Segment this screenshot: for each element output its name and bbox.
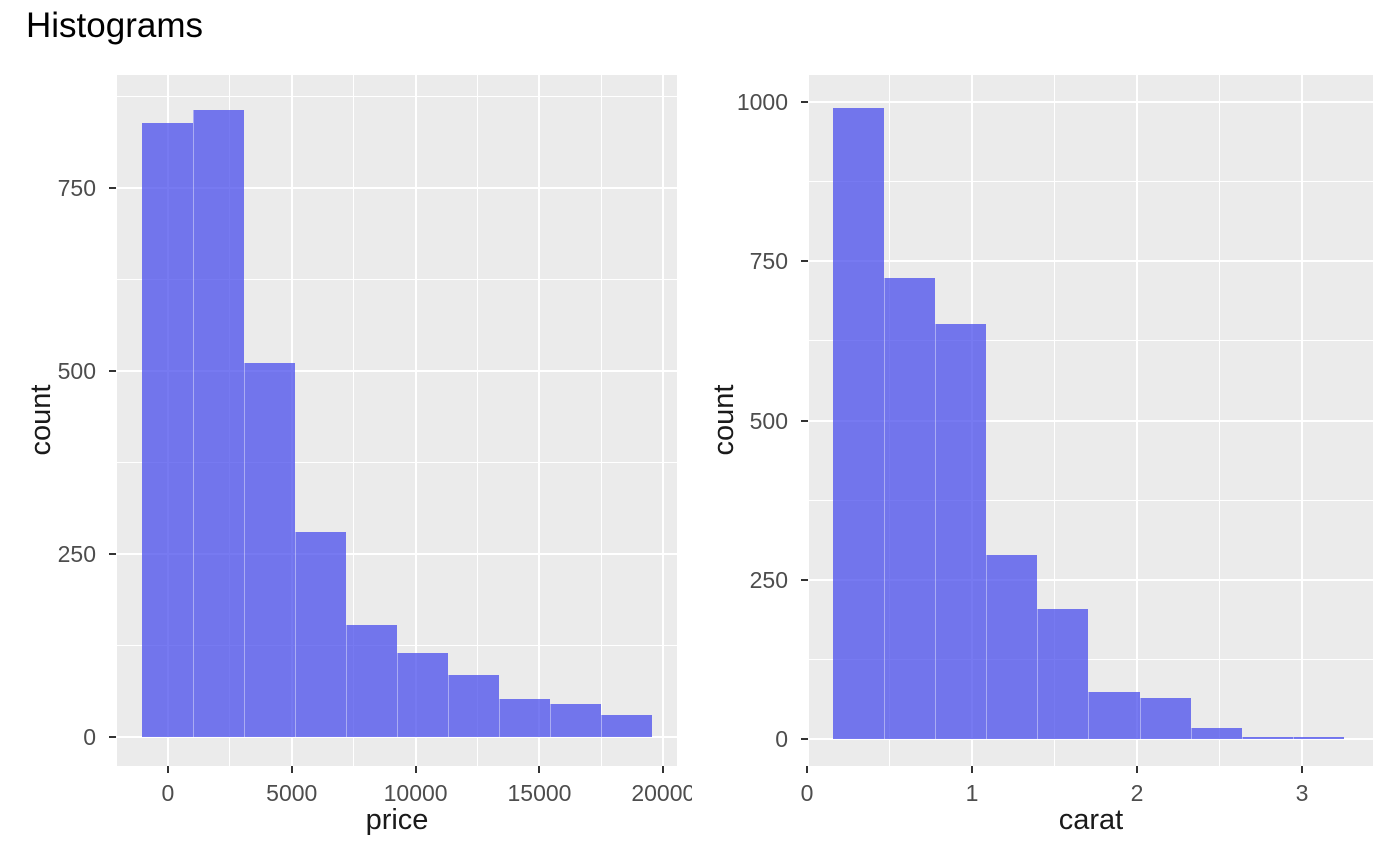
gridline-major-y [117, 735, 677, 738]
gridline-major-y [809, 100, 1373, 103]
histogram-bar [447, 674, 499, 737]
gridline-minor-y [117, 278, 677, 280]
histogram-bar [934, 323, 987, 740]
y-axis-tick [801, 578, 808, 581]
histogram-bar [1190, 728, 1242, 740]
histogram-bar [498, 698, 550, 737]
gridline-minor-y [117, 644, 677, 646]
gridline-minor-y [117, 95, 677, 97]
gridline-minor-y [117, 461, 677, 463]
y-axis-tick [801, 419, 808, 422]
gridline-major-y [117, 369, 677, 372]
y-axis-tick-label: 1000 [736, 88, 788, 115]
x-axis-tick-label: 5000 [266, 780, 318, 806]
y-axis-tick [109, 369, 116, 372]
histogram-bar [1139, 697, 1191, 740]
gridline-major-x [662, 75, 665, 766]
histogram-bar [549, 703, 601, 737]
y-axis-tick-label: 500 [749, 407, 788, 434]
gridline-major-y [117, 552, 677, 555]
y-axis-tick-label: 750 [57, 174, 96, 201]
y-axis-tick-label: 750 [749, 248, 788, 275]
x-axis-title: carat [1058, 804, 1124, 836]
x-axis-tick-label: 15000 [507, 780, 572, 806]
gridline-minor-y [809, 180, 1373, 182]
x-axis-tick-label: 0 [800, 780, 814, 806]
x-axis-tick [166, 766, 169, 773]
x-axis-tick [971, 766, 974, 773]
x-axis-tick-label: 1 [965, 780, 979, 806]
y-axis-tick [109, 552, 116, 555]
y-axis-tick-label: 250 [57, 540, 96, 567]
histogram-bar [193, 110, 245, 737]
y-axis-tick [109, 735, 116, 738]
price-histogram-figure: 0 5000 10000 15000 20000 0 250 500 750 price count [0, 0, 692, 866]
gridline-major-y [117, 186, 677, 189]
x-axis-tick-label: 3 [1295, 780, 1309, 806]
x-axis-tick [538, 766, 541, 773]
gridline-minor-y [809, 340, 1373, 342]
y-axis-tick [801, 260, 808, 263]
histogram-bar [346, 625, 397, 737]
histogram-bar [397, 652, 448, 737]
x-axis-tick [1301, 766, 1304, 773]
plot-title: Histograms [26, 6, 203, 45]
histogram-bar [832, 107, 884, 740]
gridline-major-y [809, 419, 1373, 422]
histogram-bar [1037, 609, 1089, 740]
y-axis-tick-label: 0 [775, 726, 788, 753]
x-axis-tick-label: 20000 [631, 780, 692, 806]
histogram-bar [244, 362, 296, 737]
y-axis-title: count [25, 384, 57, 456]
x-axis-title: price [365, 804, 429, 836]
y-axis-tick-label: 0 [83, 723, 96, 750]
x-axis-tick-label: 0 [161, 780, 175, 806]
gridline-major-y [809, 578, 1373, 581]
y-axis-title: count [708, 384, 740, 456]
x-axis-tick [290, 766, 293, 773]
histogram-bar [986, 555, 1038, 740]
histogram-bar [883, 278, 935, 740]
gridline-minor-y [809, 499, 1373, 501]
histogram-bar [142, 123, 194, 737]
gridline-minor-x [477, 75, 479, 766]
y-axis-tick-label: 500 [57, 357, 96, 384]
y-axis-tick [801, 100, 808, 103]
gridline-minor-x [600, 75, 602, 766]
histogram-bar [1241, 736, 1293, 740]
gridline-major-x [414, 75, 417, 766]
x-axis-tick [1136, 766, 1139, 773]
y-axis-tick [109, 186, 116, 189]
gridline-minor-x [353, 75, 355, 766]
gridline-major-y [809, 260, 1373, 263]
x-axis-tick [806, 766, 809, 773]
x-axis-tick-label: 2 [1130, 780, 1144, 806]
gridline-major-y [809, 738, 1373, 741]
y-axis-tick [801, 738, 808, 741]
x-axis-tick [662, 766, 665, 773]
histogram-bar [1292, 737, 1345, 740]
x-axis-tick [414, 766, 417, 773]
histogram-bar [600, 715, 652, 737]
histogram-bar [1088, 692, 1140, 740]
gridline-major-x [538, 75, 541, 766]
x-axis-tick-label: 10000 [383, 780, 448, 806]
gridline-minor-y [809, 659, 1373, 661]
y-axis-tick-label: 250 [749, 566, 788, 593]
histogram-bar [295, 531, 347, 737]
carat-histogram-figure: 0 1 2 3 0 250 500 750 1000 carat count [700, 0, 1400, 866]
